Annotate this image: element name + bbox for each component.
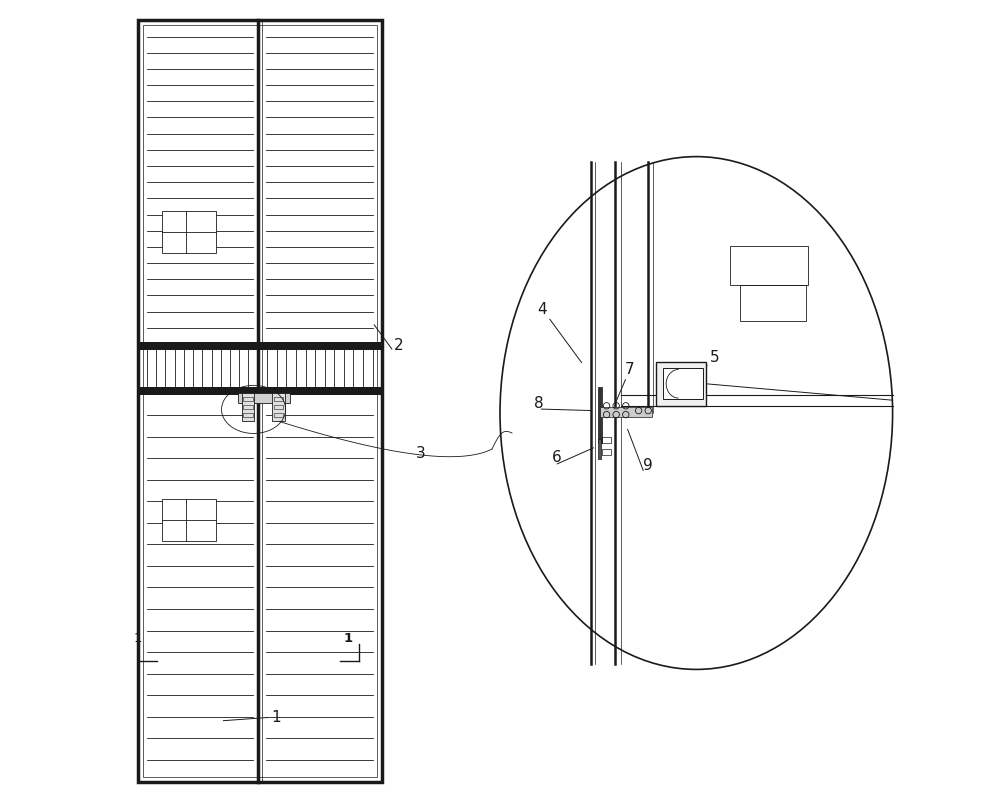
Text: 1: 1 bbox=[272, 710, 281, 724]
Text: 2: 2 bbox=[394, 337, 404, 353]
Bar bbox=[730, 247, 808, 286]
Bar bbox=[138, 22, 382, 781]
Bar bbox=[600, 407, 652, 418]
Bar bbox=[238, 394, 290, 403]
Bar bbox=[242, 394, 254, 422]
Text: 6: 6 bbox=[552, 450, 562, 464]
Text: 9: 9 bbox=[643, 458, 652, 472]
Bar bbox=[143, 26, 377, 777]
Bar bbox=[598, 387, 602, 443]
Bar bbox=[274, 406, 283, 410]
Bar bbox=[274, 414, 283, 418]
Text: 5: 5 bbox=[710, 349, 720, 365]
Text: 7: 7 bbox=[625, 361, 635, 377]
Bar bbox=[602, 438, 611, 443]
Bar bbox=[162, 212, 216, 254]
Bar bbox=[656, 362, 706, 406]
Bar bbox=[138, 388, 382, 396]
Bar bbox=[243, 406, 253, 410]
Bar bbox=[663, 369, 703, 400]
Bar bbox=[740, 286, 806, 321]
Bar bbox=[138, 343, 382, 351]
Bar bbox=[272, 394, 285, 422]
Bar bbox=[598, 439, 601, 459]
Bar bbox=[274, 398, 283, 402]
Bar bbox=[243, 398, 253, 402]
Text: 4: 4 bbox=[538, 301, 547, 316]
Bar bbox=[243, 414, 253, 418]
Bar bbox=[162, 499, 216, 541]
Text: 1: 1 bbox=[344, 632, 353, 645]
Text: 1: 1 bbox=[134, 632, 142, 645]
Text: 3: 3 bbox=[416, 446, 426, 460]
Bar bbox=[602, 450, 611, 455]
Text: 8: 8 bbox=[534, 395, 544, 410]
